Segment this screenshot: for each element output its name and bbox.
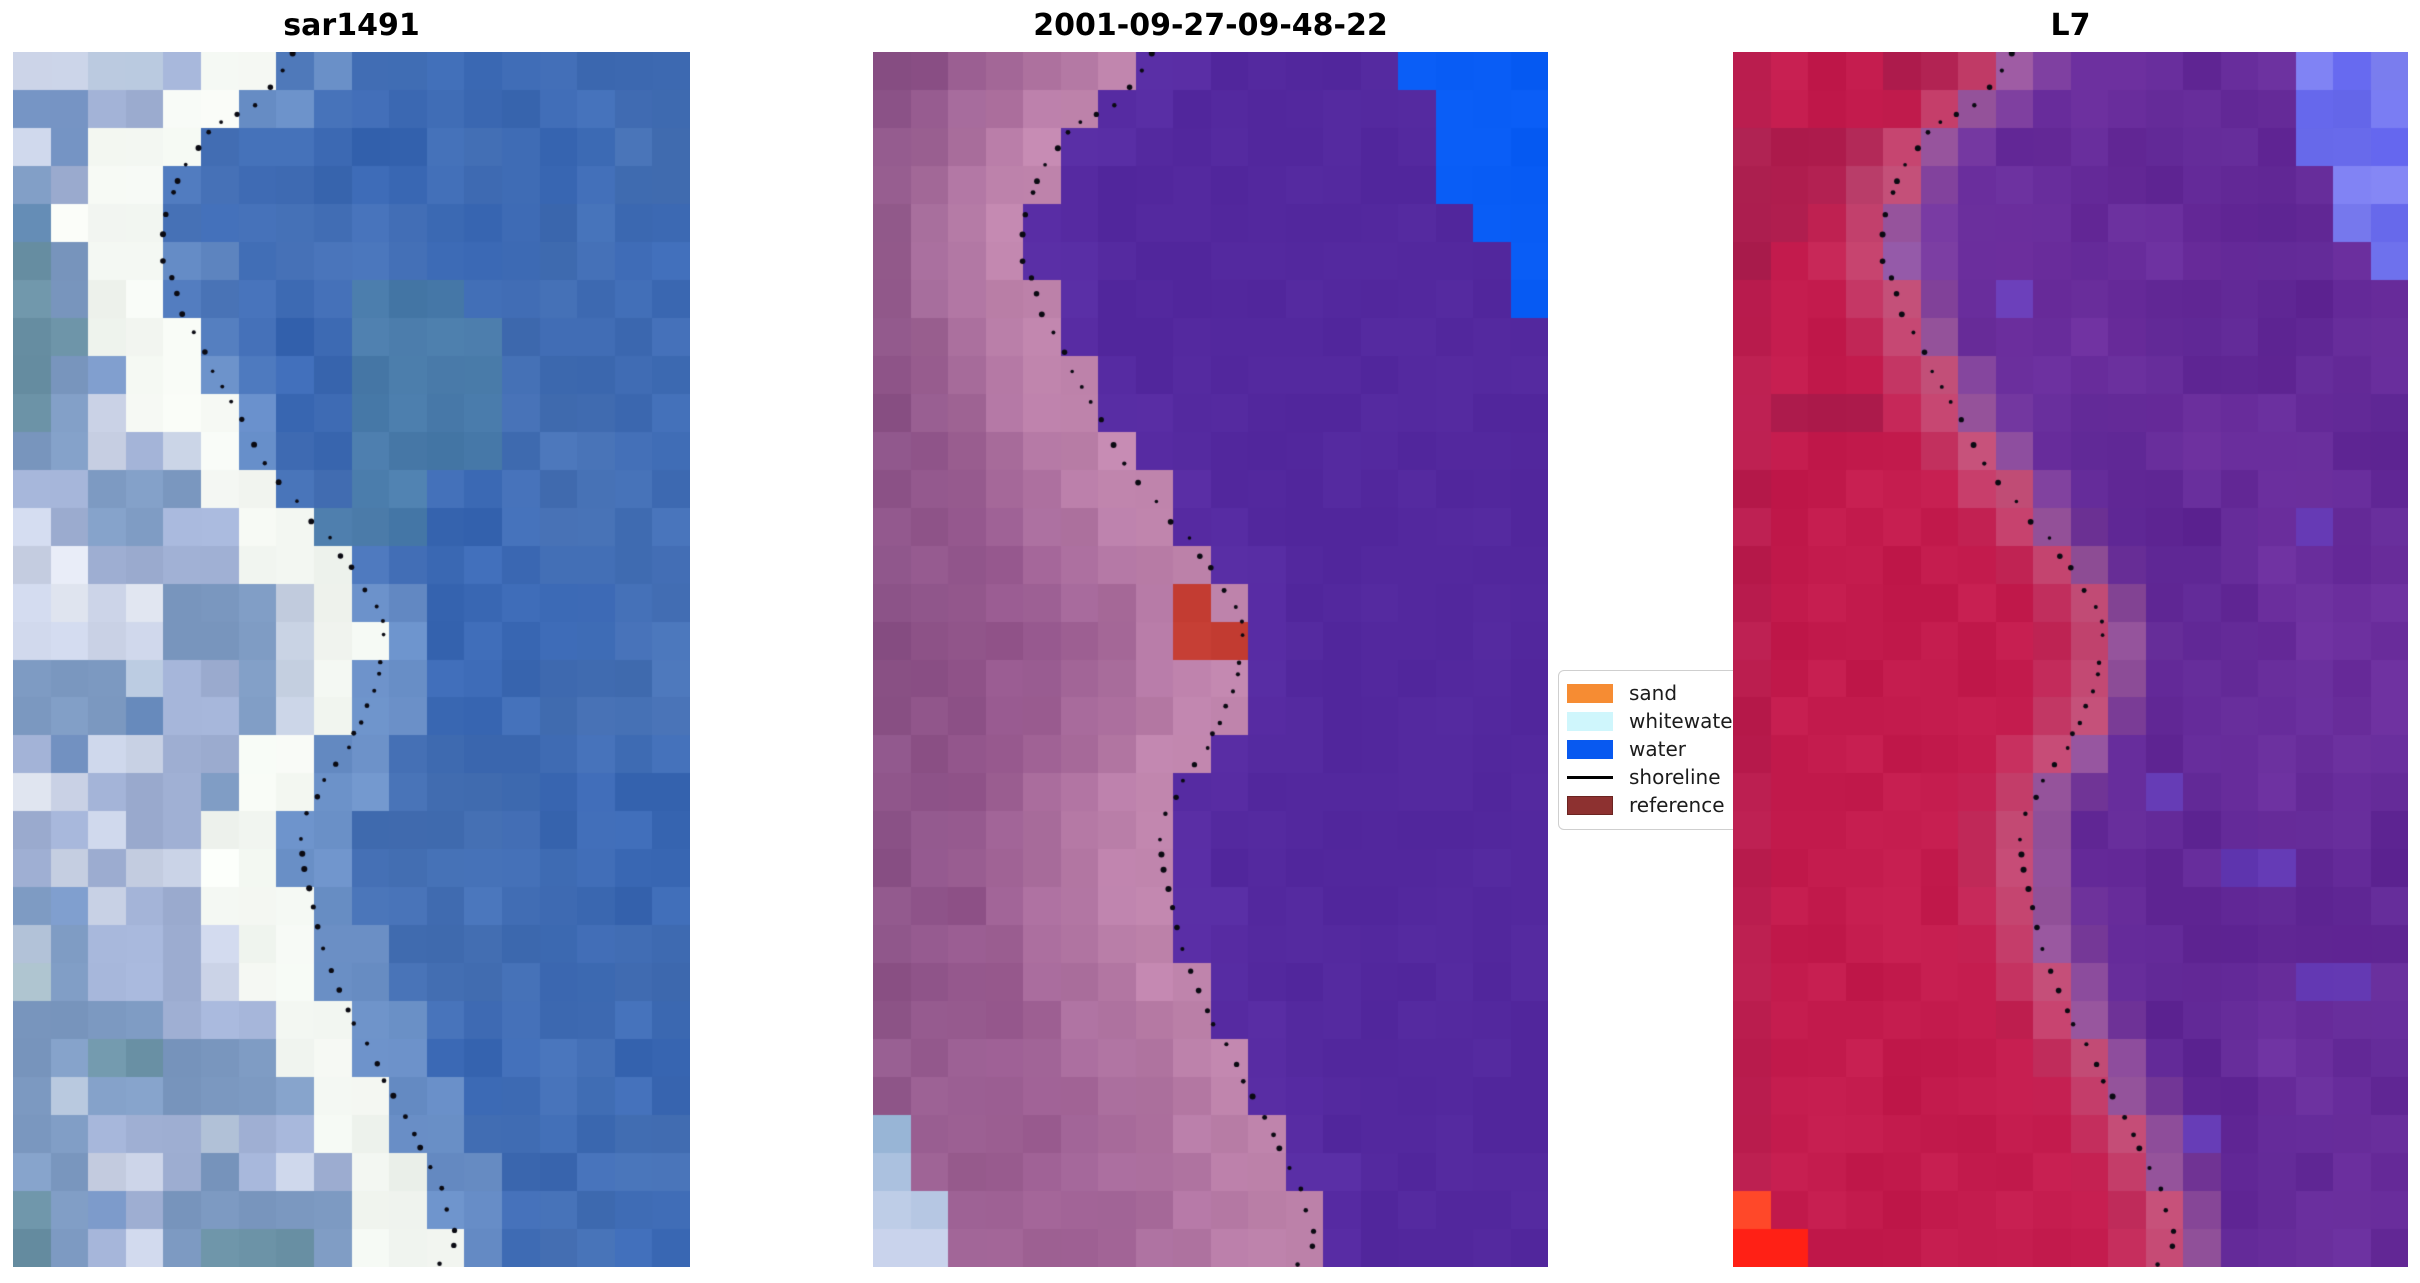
l7-image-canvas: [1733, 52, 2408, 1267]
legend-label-shoreline: shoreline: [1629, 765, 1721, 789]
classification-image-canvas: [873, 52, 1548, 1267]
panel-title-l7: L7: [2050, 8, 2091, 43]
legend-label-water: water: [1629, 737, 1686, 761]
legend-item-water: water: [1559, 735, 1769, 763]
legend-item-reference: reference: [1559, 791, 1769, 819]
panel-title-classification: 2001-09-27-09-48-22: [1033, 8, 1388, 43]
legend-label-reference: reference: [1629, 793, 1725, 817]
panel-title-sar1491: sar1491: [283, 8, 420, 43]
sand-swatch-icon: [1567, 683, 1613, 703]
sar-image-canvas: [13, 52, 690, 1267]
legend-item-shoreline: shoreline: [1559, 763, 1769, 791]
panel-classification: 2001-09-27-09-48-22: [873, 8, 1548, 1267]
shoreline-line-icon: [1567, 775, 1613, 779]
whitewater-swatch-icon: [1567, 711, 1613, 731]
legend-label-sand: sand: [1629, 681, 1678, 705]
panel-sar1491: sar1491: [13, 8, 690, 1267]
legend-item-sand: sand: [1559, 679, 1769, 707]
reference-swatch-icon: [1567, 795, 1613, 815]
legend-item-whitewater: whitewater: [1559, 707, 1769, 735]
water-swatch-icon: [1567, 739, 1613, 759]
panel-l7: L7: [1733, 8, 2408, 1267]
legend-label-whitewater: whitewater: [1629, 709, 1741, 733]
